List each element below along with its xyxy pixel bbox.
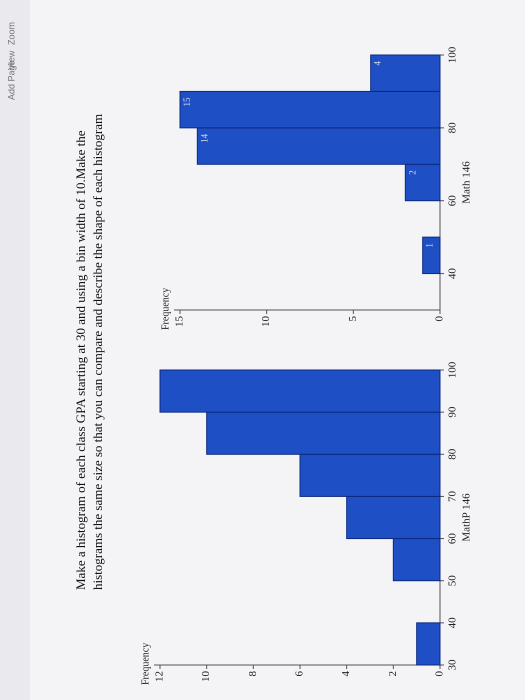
y-tick-label: 2 (387, 671, 399, 677)
toolbar-item[interactable]: Zoom (6, 22, 16, 45)
y-tick-label: 15 (174, 316, 186, 328)
toolbar-item[interactable]: View (6, 50, 16, 70)
x-tick-label: 90 (447, 406, 459, 418)
data-label: 1 (425, 243, 435, 248)
y-tick-label: 8 (247, 671, 259, 677)
x-tick-label: 100 (447, 361, 459, 378)
y-axis-label: Frequency (140, 643, 151, 685)
bar (179, 90, 441, 129)
bar (206, 411, 441, 455)
x-axis-label: Math 146 (461, 161, 473, 204)
instruction-line: histograms the same size so that you can… (90, 114, 105, 590)
y-axis-label: Frequency (160, 288, 171, 330)
instruction-line: Make a histogram of each class GPA start… (73, 130, 88, 590)
x-tick-label: 80 (447, 448, 459, 460)
y-tick-label: 10 (200, 671, 212, 683)
bar (416, 622, 441, 666)
x-tick-label: 50 (447, 575, 459, 587)
y-tick-label: 10 (260, 316, 272, 328)
y-tick-label: 6 (294, 671, 306, 677)
bar (370, 54, 441, 92)
bar (299, 453, 441, 497)
x-tick-label: 30 (447, 659, 459, 671)
y-tick-label: 12 (154, 671, 166, 682)
toolbar-item[interactable]: Add Page (6, 60, 16, 100)
x-axis-label: MathP 146 (461, 493, 473, 542)
bar (159, 369, 441, 413)
rotated-document: View Zoom Add Page Make a histogram of e… (6, 0, 525, 700)
data-label: 14 (199, 133, 209, 143)
y-tick-label: 5 (347, 316, 359, 322)
data-label: 4 (373, 61, 383, 66)
x-tick-label: 40 (447, 268, 459, 280)
bar (404, 163, 441, 202)
y-tick-label: 4 (340, 671, 352, 677)
x-tick-label: 60 (447, 533, 459, 545)
x-tick-label: 100 (447, 46, 459, 63)
y-tick-label: 0 (434, 671, 446, 677)
bar (422, 236, 441, 275)
x-tick-label: 70 (447, 490, 459, 502)
data-label: 15 (182, 97, 192, 107)
y-tick-label: 0 (434, 316, 446, 322)
bar (346, 495, 441, 540)
x-tick-label: 40 (447, 617, 459, 629)
x-tick-label: 80 (447, 122, 459, 134)
bar (196, 127, 441, 165)
x-tick-label: 60 (447, 195, 459, 207)
bar (392, 538, 441, 582)
data-label: 2 (407, 170, 417, 175)
